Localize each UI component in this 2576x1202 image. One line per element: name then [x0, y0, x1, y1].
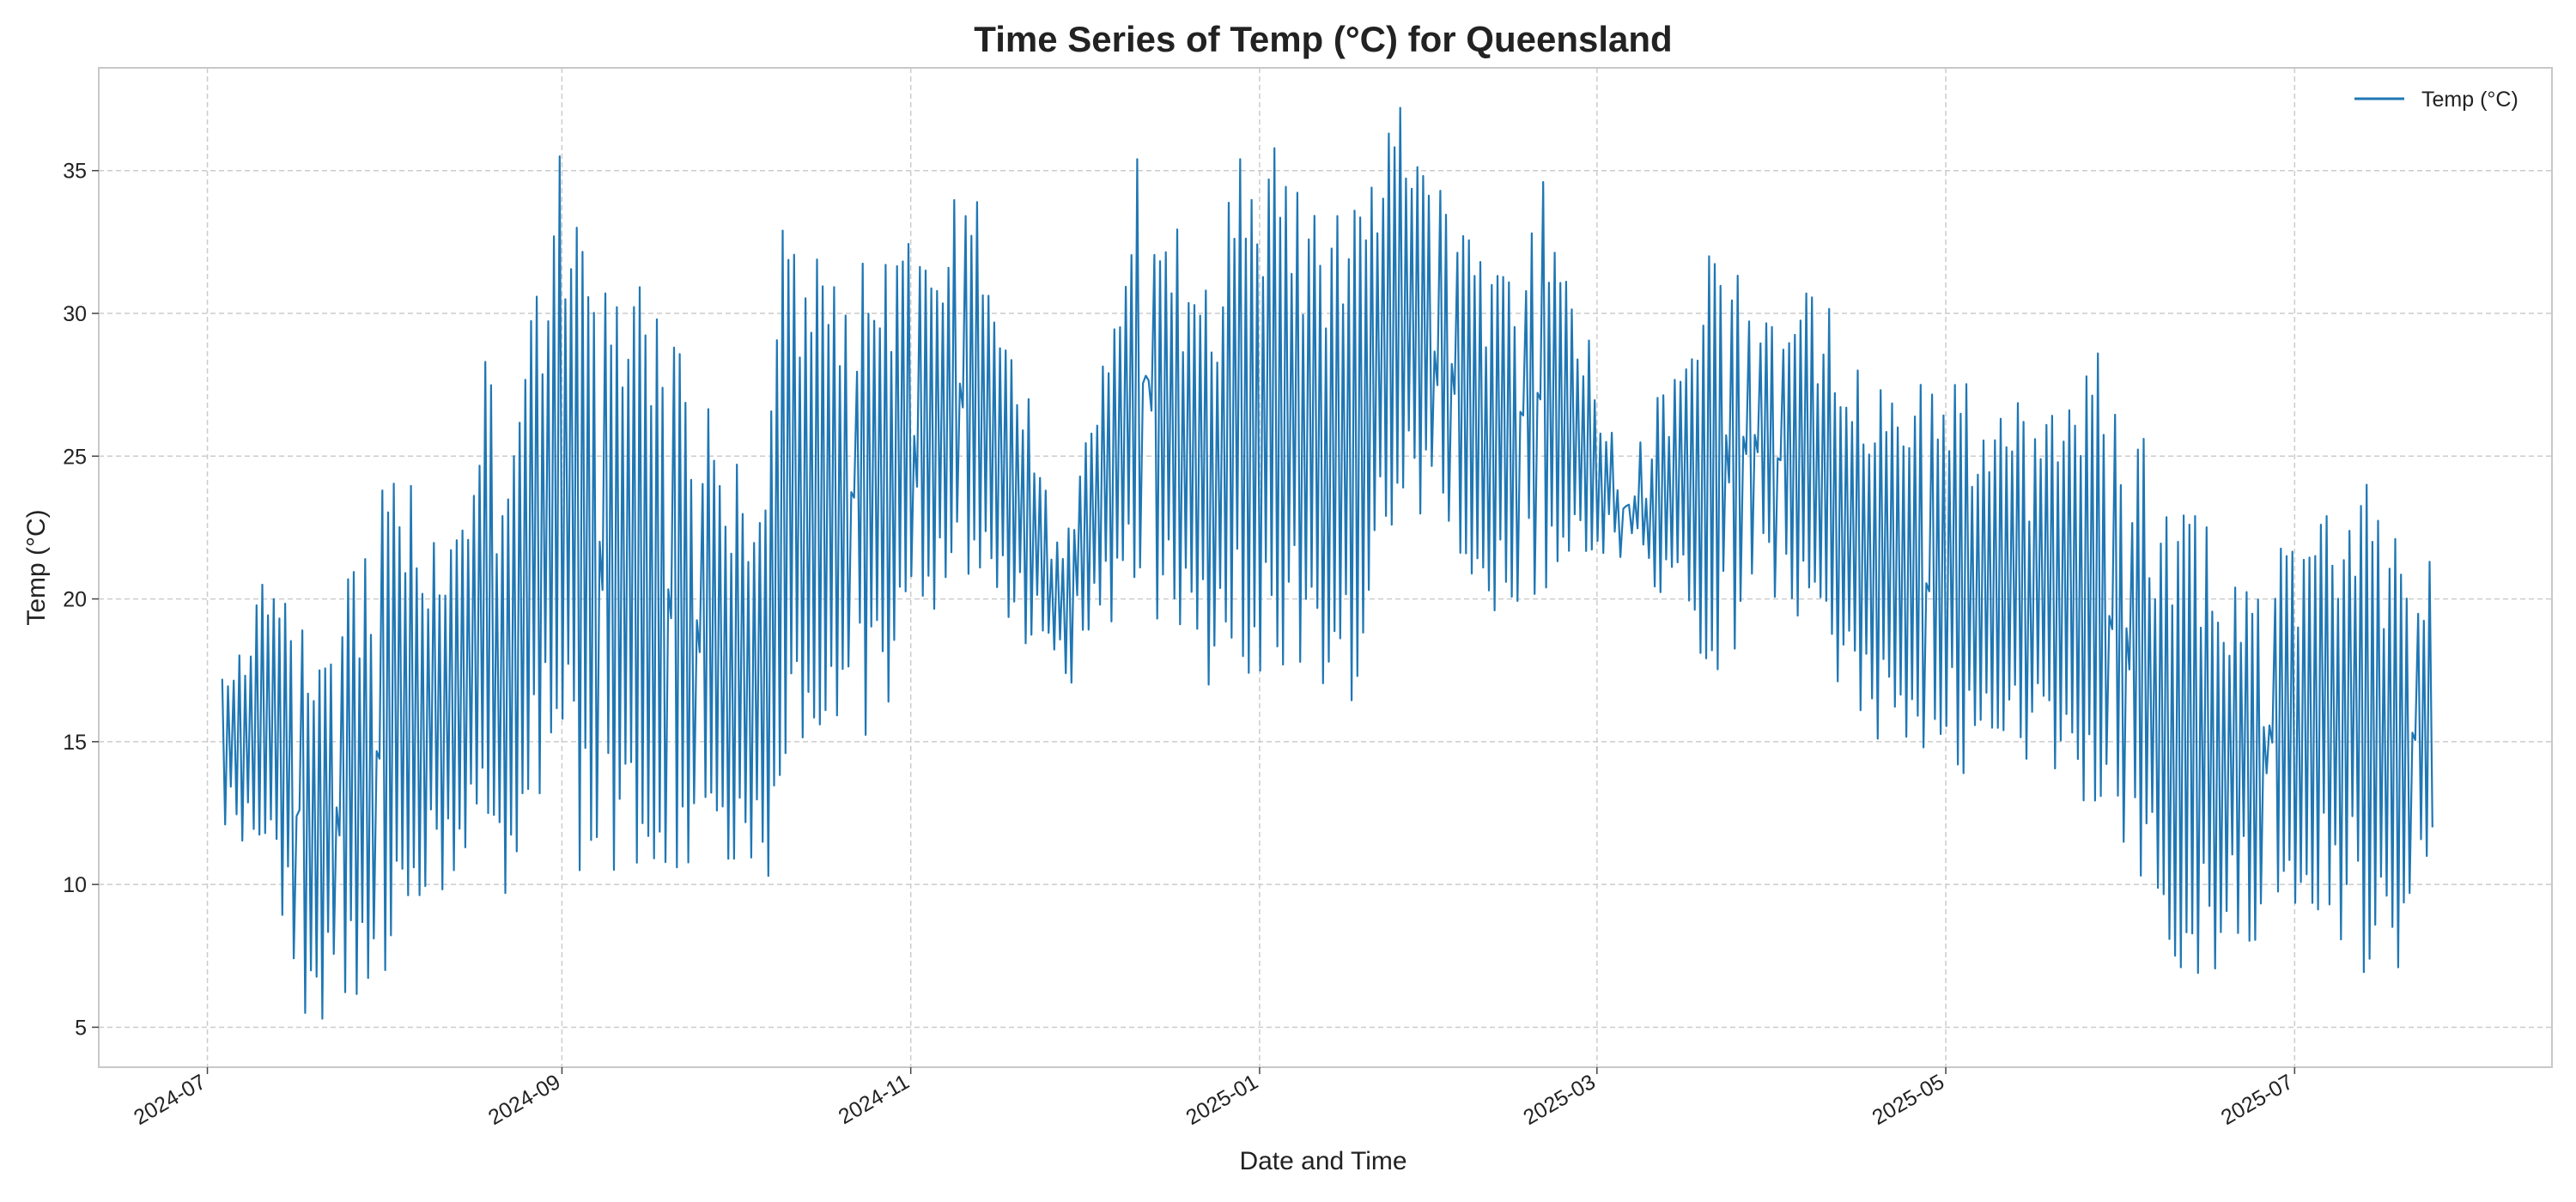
y-tick-label: 5 — [75, 1016, 87, 1040]
x-tick-label: 2024-09 — [484, 1070, 564, 1130]
temp-series-line — [221, 106, 2433, 1020]
x-tick-label: 2024-07 — [130, 1070, 210, 1130]
y-tick-label: 35 — [63, 160, 87, 184]
x-tick-label: 2025-05 — [1868, 1070, 1948, 1130]
x-axis-label: Date and Time — [1239, 1147, 1406, 1175]
y-tick-label: 25 — [63, 445, 87, 469]
plot-area-frame — [98, 67, 2553, 1068]
chart-title: Time Series of Temp (°C) for Queensland — [974, 19, 1672, 59]
legend: Temp (°C) — [2354, 88, 2518, 112]
y-tick-label: 15 — [63, 731, 87, 755]
x-tick-label: 2025-01 — [1182, 1070, 1261, 1130]
y-tick-label: 10 — [63, 873, 87, 897]
x-tick-label: 2024-11 — [835, 1070, 914, 1129]
y-tick-label: 30 — [63, 302, 87, 326]
x-tick-label: 2025-03 — [1519, 1070, 1599, 1130]
x-axis-ticks: 2024-07 2024-09 2024-11 2025-01 2025-03 2025-… — [130, 1067, 2297, 1130]
y-axis-label: Temp (°C) — [22, 509, 51, 625]
legend-entry-label: Temp (°C) — [2421, 88, 2518, 112]
y-axis-ticks: 5 10 15 20 25 30 35 — [63, 160, 99, 1040]
series-layer — [221, 106, 2433, 1020]
y-tick-label: 20 — [63, 588, 87, 612]
x-tick-label: 2025-07 — [2217, 1070, 2297, 1130]
